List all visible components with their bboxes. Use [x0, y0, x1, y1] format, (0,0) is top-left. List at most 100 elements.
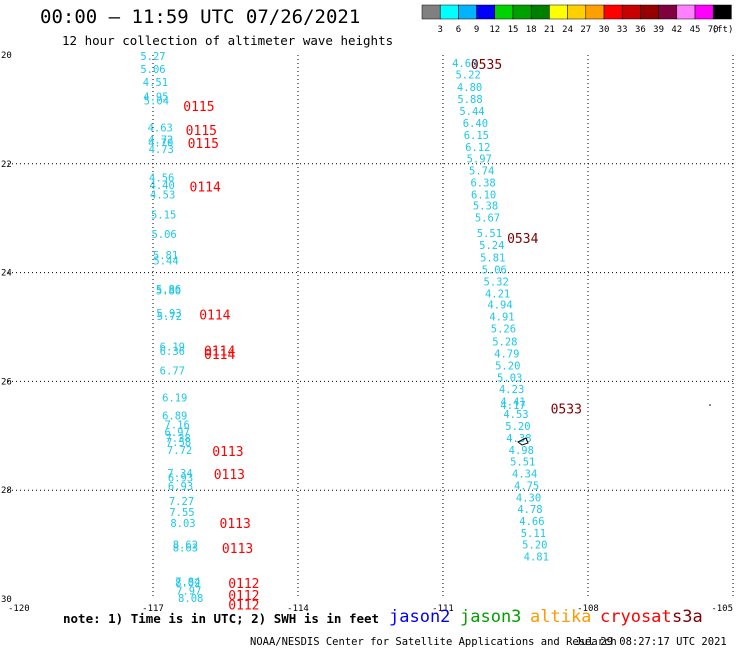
- wave-height-value: 6.10: [471, 189, 496, 201]
- wave-height-value: 6.93: [168, 481, 193, 493]
- wave-height-value: 4.78: [517, 504, 542, 516]
- satellite-legend-altika: altika: [530, 607, 592, 627]
- satellite-legend-jason3: jason3: [460, 607, 522, 627]
- wave-height-value: 6.36: [160, 346, 185, 358]
- wave-height-value: 5.04: [144, 96, 169, 108]
- wave-height-value: 5.28: [492, 337, 517, 349]
- wave-height-value: 4.63: [452, 58, 477, 70]
- wave-height-value: 5.15: [151, 209, 176, 221]
- wave-height-value: 7.27: [169, 496, 194, 508]
- wave-height-value: 4.17: [500, 400, 525, 412]
- lon-tick-label: -108: [577, 604, 599, 614]
- wave-height-value: 7.97: [176, 585, 201, 597]
- wave-height-value: 4.53: [150, 189, 175, 201]
- wave-height-value: 5.80: [156, 286, 181, 298]
- wave-height-value: 8.62: [173, 540, 198, 552]
- wave-height-value: 7.84: [175, 577, 200, 589]
- pass-time-label: 0113: [212, 445, 243, 460]
- wave-height-value: 6.38: [470, 177, 495, 189]
- pass-time-label: 0114: [190, 181, 221, 196]
- wave-height-value: 6.12: [465, 142, 490, 154]
- wave-height-value: 5.26: [491, 324, 516, 336]
- wave-height-value: 5.11: [521, 528, 546, 540]
- satellite-legend-s3a: s3a: [672, 607, 703, 627]
- wave-height-value: 8.02: [175, 578, 200, 590]
- wave-height-value: 4.40: [150, 180, 175, 192]
- color-scale-label: 9: [474, 25, 479, 35]
- satellite-legend-jason2: jason2: [389, 607, 451, 627]
- wave-height-value: 6.15: [464, 130, 489, 142]
- wave-height-value: 4.30: [516, 492, 541, 504]
- color-scale-label: 70: [708, 25, 719, 35]
- color-scale-label: 30: [599, 25, 610, 35]
- wave-height-value: 6.40: [463, 118, 488, 130]
- lon-tick-label: -117: [142, 604, 164, 614]
- wave-height-value: 5.27: [140, 51, 165, 63]
- pass-time-label: 0115: [188, 137, 219, 152]
- lon-tick-label: -111: [432, 604, 454, 614]
- wave-height-value: 4.73: [149, 144, 174, 156]
- wave-height-value: 8.63: [173, 542, 198, 554]
- color-scale-unit: (ft): [712, 25, 734, 35]
- color-scale-label: 6: [456, 25, 461, 35]
- island-outline: [517, 437, 529, 446]
- lat-tick-label: 30: [1, 595, 12, 605]
- lat-tick-label: 20: [1, 51, 12, 61]
- color-swatch: [712, 4, 732, 20]
- pass-time-label: 0113: [220, 517, 251, 532]
- wave-height-value: 8.03: [170, 518, 195, 530]
- color-scale-label: 42: [671, 25, 682, 35]
- wave-height-value: 7.72: [167, 445, 192, 457]
- wave-height-value: 4.66: [519, 516, 544, 528]
- wave-height-value: 5.38: [473, 201, 498, 213]
- wave-height-value: 7.16: [165, 419, 190, 431]
- wave-height-value: 5.67: [475, 213, 500, 225]
- lat-tick-label: 26: [1, 377, 12, 387]
- pass-time-label: 0112: [228, 598, 259, 613]
- wave-height-value: 4.81: [524, 552, 549, 564]
- wave-height-value: 4.41: [500, 397, 525, 409]
- wave-height-value: 5.51: [477, 228, 502, 240]
- wave-height-value: 7.38: [165, 433, 190, 445]
- wave-height-value: 5.93: [156, 308, 181, 320]
- lat-tick-label: 24: [1, 269, 12, 279]
- pass-time-label: 0534: [507, 232, 538, 247]
- lat-tick-label: 22: [1, 160, 12, 170]
- wave-height-value: 4.21: [485, 288, 510, 300]
- wave-height-value: 5.06: [151, 229, 176, 241]
- wave-height-value: 7.58: [166, 437, 191, 449]
- satellite-legend-cryosat: cryosat: [600, 607, 672, 627]
- wave-height-value: 4.95: [143, 91, 168, 103]
- wave-height-value: 4.98: [509, 445, 534, 457]
- color-scale-label: 27: [580, 25, 591, 35]
- wave-height-value: 6.77: [160, 366, 185, 378]
- wave-height-value: 4.70: [148, 138, 173, 150]
- wave-height-value: 5.06: [482, 264, 507, 276]
- wave-height-value: 5.74: [469, 165, 494, 177]
- wave-height-value: 5.22: [455, 70, 480, 82]
- wave-height-value: 5.97: [467, 153, 492, 165]
- lon-tick-label: -105: [711, 604, 733, 614]
- lat-tick-label: 28: [1, 486, 12, 496]
- wave-height-value: 4.79: [494, 349, 519, 361]
- wave-height-value: 8.08: [178, 593, 203, 605]
- color-scale-label: 12: [489, 25, 500, 35]
- pass-time-label: 0115: [183, 100, 214, 115]
- pass-time-label: 0112: [228, 589, 259, 604]
- wave-height-value: 7.55: [169, 507, 194, 519]
- lon-tick-label: -114: [287, 604, 309, 614]
- wave-height-value: 4.53: [503, 409, 528, 421]
- pass-time-label: 0114: [204, 344, 235, 359]
- color-scale-label: 24: [562, 25, 573, 35]
- wave-height-value: 5.51: [510, 456, 535, 468]
- wave-height-value: 5.81: [480, 252, 505, 264]
- wave-height-value: 6.93: [168, 473, 193, 485]
- pass-time-label: 0113: [214, 468, 245, 483]
- wave-height-value: 6.89: [162, 411, 187, 423]
- wave-height-value: 5.44: [153, 256, 178, 268]
- wave-height-value: 5.20: [522, 540, 547, 552]
- wave-height-value: 4.91: [489, 312, 514, 324]
- wave-height-value: 5.86: [156, 284, 181, 296]
- island-dot: [709, 404, 711, 406]
- pass-time-label: 0112: [228, 577, 259, 592]
